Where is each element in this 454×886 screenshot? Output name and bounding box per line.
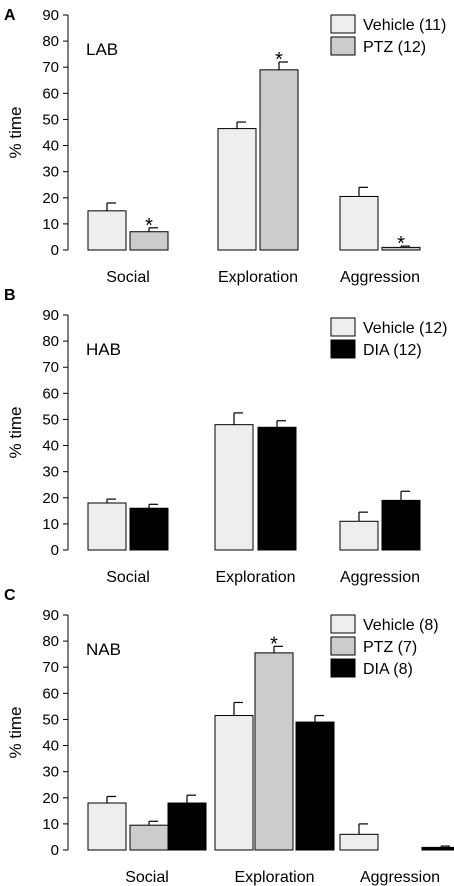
y-tick-label: 30 — [42, 464, 59, 481]
legend-label: PTZ (12) — [363, 39, 426, 56]
y-tick-label: 0 — [51, 542, 59, 559]
y-tick-label: 50 — [42, 111, 59, 128]
bar-dia-social — [129, 507, 169, 551]
x-category-label: Exploration — [234, 869, 314, 886]
y-tick-label: 70 — [42, 359, 59, 376]
y-tick-label: 90 — [42, 7, 59, 24]
legend-label: Vehicle (8) — [363, 617, 439, 634]
group-label: HAB — [86, 340, 121, 359]
legend-swatch-vehicle — [330, 317, 356, 337]
y-tick-label: 50 — [42, 711, 59, 728]
legend-label: Vehicle (11) — [363, 17, 446, 34]
significance-asterisk: * — [397, 233, 405, 255]
legend-swatch-dia — [330, 339, 356, 359]
x-category-label: Social — [106, 569, 150, 586]
y-tick-label: 70 — [42, 59, 59, 76]
legend-label: PTZ (7) — [363, 639, 417, 656]
bar-vehicle-exploration — [214, 715, 254, 851]
bar-ptz-exploration — [259, 69, 299, 251]
significance-asterisk: * — [275, 49, 283, 71]
bar-ptz-exploration — [254, 652, 294, 851]
x-category-label: Social — [106, 269, 150, 286]
group-label: NAB — [86, 640, 121, 659]
y-tick-label: 80 — [42, 333, 59, 350]
bar-dia-exploration — [295, 721, 335, 851]
y-tick-label: 40 — [42, 138, 59, 155]
x-category-label: Social — [125, 869, 169, 886]
bar-dia-exploration — [257, 426, 297, 551]
y-tick-label: 90 — [42, 307, 59, 324]
bar-ptz-social — [129, 824, 169, 851]
y-tick-label: 10 — [42, 516, 59, 533]
y-tick-label: 80 — [42, 33, 59, 50]
legend-swatch-dia — [330, 658, 356, 678]
bar-dia-social — [167, 802, 207, 851]
bar-vehicle-exploration — [217, 128, 257, 251]
y-tick-label: 0 — [51, 842, 59, 859]
chart-panel-c: C NAB % time 0 10 20 30 40 50 60 70 80 90 * Social Expl… — [4, 587, 454, 886]
bar-vehicle-social — [87, 502, 127, 551]
y-axis-title: % time — [6, 407, 25, 459]
panel-letter: C — [4, 587, 16, 604]
legend-label: DIA (12) — [363, 342, 422, 359]
x-category-label: Aggression — [340, 269, 420, 286]
y-tick-label: 60 — [42, 385, 59, 402]
bar-vehicle-aggression — [339, 520, 379, 551]
chart-panel-a: A LAB % time 0 10 20 30 40 50 60 70 80 90 * * * Social Ex… — [4, 7, 446, 286]
x-category-label: Aggression — [340, 569, 420, 586]
y-tick-label: 20 — [42, 790, 59, 807]
legend-swatch-vehicle — [330, 614, 356, 634]
legend-swatch-ptz — [330, 36, 356, 56]
significance-asterisk: * — [145, 215, 153, 237]
panel-letter: B — [4, 287, 16, 304]
y-tick-label: 30 — [42, 164, 59, 181]
y-axis-title: % time — [6, 707, 25, 759]
y-tick-label: 10 — [42, 816, 59, 833]
y-tick-label: 0 — [51, 242, 59, 259]
y-tick-label: 50 — [42, 411, 59, 428]
x-category-label: Exploration — [218, 269, 298, 286]
y-tick-label: 40 — [42, 438, 59, 455]
bar-vehicle-social — [87, 802, 127, 851]
y-tick-label: 90 — [42, 607, 59, 624]
bar-vehicle-exploration — [214, 424, 254, 551]
bar-vehicle-aggression — [339, 833, 379, 851]
y-tick-label: 10 — [42, 216, 59, 233]
y-tick-label: 20 — [42, 190, 59, 207]
y-tick-label: 70 — [42, 659, 59, 676]
legend-swatch-vehicle — [330, 14, 356, 34]
y-tick-label: 40 — [42, 738, 59, 755]
bar-vehicle-aggression — [339, 195, 379, 251]
legend-swatch-ptz — [330, 636, 356, 656]
y-tick-label: 60 — [42, 685, 59, 702]
chart-panel-b: B HAB % time 0 10 20 30 40 50 60 70 80 90 Social Explo… — [4, 287, 448, 586]
y-tick-label: 20 — [42, 490, 59, 507]
x-category-label: Aggression — [360, 869, 440, 886]
panel-letter: A — [4, 7, 16, 24]
bar-vehicle-social — [87, 210, 127, 251]
bar-dia-aggression — [421, 846, 454, 851]
y-tick-label: 30 — [42, 764, 59, 781]
bar-dia-aggression — [381, 499, 421, 551]
significance-asterisk: * — [270, 633, 278, 655]
y-axis-title: % time — [6, 107, 25, 159]
y-tick-label: 80 — [42, 633, 59, 650]
x-category-label: Exploration — [215, 569, 295, 586]
y-tick-label: 60 — [42, 85, 59, 102]
legend-label: Vehicle (12) — [363, 320, 448, 337]
legend-label: DIA (8) — [363, 661, 413, 678]
group-label: LAB — [86, 40, 118, 59]
